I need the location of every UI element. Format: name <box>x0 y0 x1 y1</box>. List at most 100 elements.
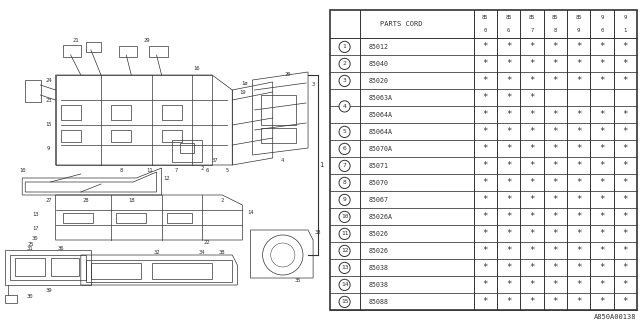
Text: *: * <box>623 280 628 289</box>
Text: 1: 1 <box>623 28 627 33</box>
Text: *: * <box>506 110 511 119</box>
Text: 6: 6 <box>507 28 510 33</box>
Text: *: * <box>529 263 534 272</box>
Text: 29: 29 <box>143 37 150 43</box>
Text: *: * <box>506 76 511 85</box>
Text: 24: 24 <box>45 77 52 83</box>
Text: 15: 15 <box>341 300 348 304</box>
Text: *: * <box>506 60 511 68</box>
Text: *: * <box>623 43 628 52</box>
Bar <box>260 128 296 143</box>
Bar <box>111 130 131 142</box>
Bar <box>180 143 194 153</box>
Circle shape <box>339 245 350 257</box>
Text: *: * <box>529 43 534 52</box>
Text: 85070A: 85070A <box>369 146 393 152</box>
Text: *: * <box>623 161 628 170</box>
Bar <box>51 258 79 276</box>
Bar <box>86 42 101 52</box>
Circle shape <box>339 160 350 172</box>
Text: *: * <box>623 76 628 85</box>
Text: 6: 6 <box>205 167 209 172</box>
Text: 36: 36 <box>58 245 64 251</box>
Text: *: * <box>506 246 511 255</box>
Bar <box>15 258 45 276</box>
Text: *: * <box>599 229 605 238</box>
Text: 19: 19 <box>239 91 246 95</box>
Text: 4: 4 <box>342 104 346 109</box>
Text: *: * <box>483 161 488 170</box>
Text: *: * <box>483 60 488 68</box>
Text: 1: 1 <box>319 162 323 168</box>
Text: 9: 9 <box>47 146 50 150</box>
Text: *: * <box>623 60 628 68</box>
Bar <box>116 213 147 223</box>
Text: *: * <box>506 297 511 307</box>
Text: *: * <box>483 297 488 307</box>
Text: 21: 21 <box>72 37 79 43</box>
Text: 85012: 85012 <box>369 44 388 50</box>
Text: *: * <box>506 127 511 136</box>
Text: 7: 7 <box>531 28 534 33</box>
Text: *: * <box>506 43 511 52</box>
Text: *: * <box>576 280 581 289</box>
Bar <box>5 295 17 303</box>
Bar <box>91 263 141 279</box>
Text: 0: 0 <box>600 28 604 33</box>
Text: *: * <box>529 178 534 188</box>
Text: *: * <box>576 229 581 238</box>
Text: *: * <box>599 43 605 52</box>
Text: 10: 10 <box>19 167 26 172</box>
Text: *: * <box>529 76 534 85</box>
Text: *: * <box>552 161 558 170</box>
Text: *: * <box>599 246 605 255</box>
Text: *: * <box>623 196 628 204</box>
Bar <box>61 105 81 120</box>
Text: 85026: 85026 <box>369 231 388 237</box>
Text: 34: 34 <box>199 250 205 254</box>
Text: *: * <box>552 229 558 238</box>
Text: 12: 12 <box>163 175 170 180</box>
Text: 85064A: 85064A <box>369 129 393 135</box>
Text: 85040: 85040 <box>369 61 388 67</box>
Text: *: * <box>552 263 558 272</box>
Text: *: * <box>529 280 534 289</box>
Text: *: * <box>576 43 581 52</box>
Text: 23: 23 <box>45 98 52 102</box>
Bar <box>152 263 212 279</box>
Text: *: * <box>483 263 488 272</box>
Text: *: * <box>599 280 605 289</box>
Text: *: * <box>506 93 511 102</box>
Text: 6: 6 <box>342 147 346 151</box>
Text: 2: 2 <box>221 197 224 203</box>
Bar <box>150 46 168 57</box>
Text: 85064A: 85064A <box>369 112 393 118</box>
Text: 32: 32 <box>154 250 160 254</box>
Text: *: * <box>483 110 488 119</box>
Text: *: * <box>552 178 558 188</box>
Bar <box>161 130 182 142</box>
Circle shape <box>339 296 350 308</box>
Circle shape <box>339 41 350 52</box>
Text: 33: 33 <box>315 229 321 235</box>
Text: 7: 7 <box>342 164 346 168</box>
Text: *: * <box>623 212 628 221</box>
Text: *: * <box>552 110 558 119</box>
Text: *: * <box>623 110 628 119</box>
Bar <box>86 260 232 282</box>
Text: *: * <box>506 280 511 289</box>
Text: 9: 9 <box>623 15 627 20</box>
Text: *: * <box>552 196 558 204</box>
Bar <box>10 255 86 280</box>
Text: *: * <box>506 212 511 221</box>
Text: *: * <box>552 76 558 85</box>
Text: 85: 85 <box>506 15 512 20</box>
Text: 9: 9 <box>342 197 346 202</box>
Bar <box>260 95 296 125</box>
Text: *: * <box>506 263 511 272</box>
Text: 16: 16 <box>194 66 200 70</box>
Text: *: * <box>599 110 605 119</box>
Text: *: * <box>623 246 628 255</box>
Text: 85: 85 <box>552 15 559 20</box>
Circle shape <box>339 211 350 222</box>
